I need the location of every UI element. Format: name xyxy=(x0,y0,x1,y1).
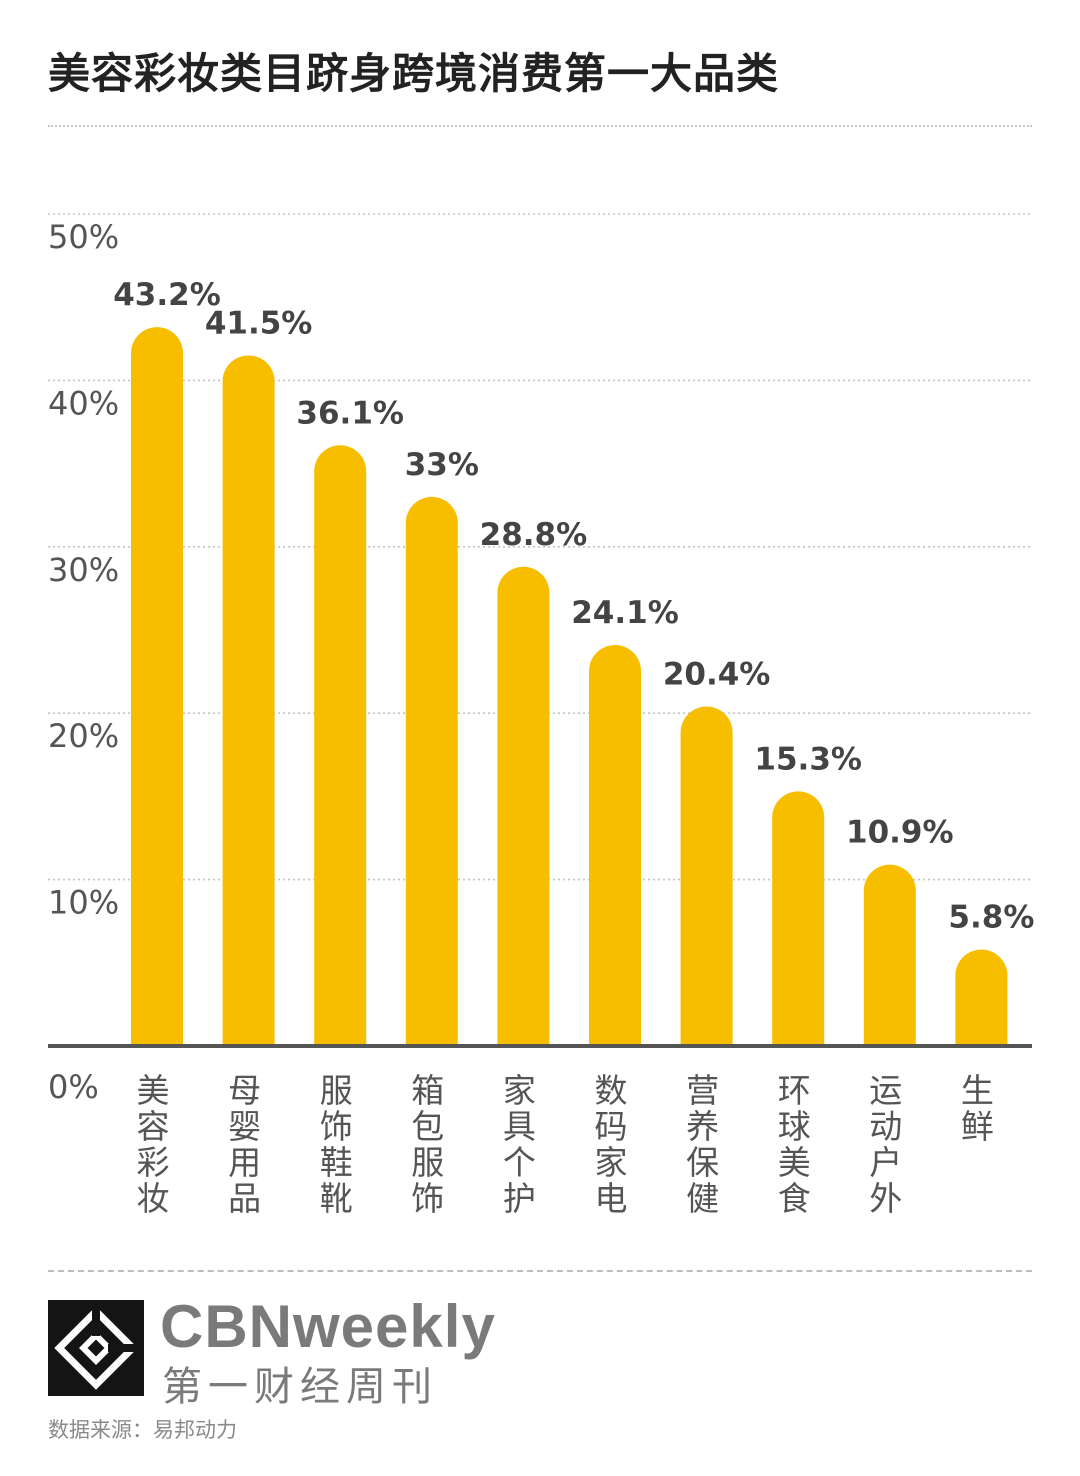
title-divider xyxy=(48,125,1032,127)
bar xyxy=(222,355,275,1046)
x-tick-label: 美容彩妆 xyxy=(137,1071,170,1218)
y-tick-label: 30% xyxy=(48,551,119,589)
bar-chart: 0% 10% 20% 30% 40% 50% 43.2% 美容彩妆 41.5% 母婴用品 36.1%… xyxy=(48,213,1034,1218)
bar xyxy=(497,566,550,1046)
bar xyxy=(405,496,458,1046)
footer-divider xyxy=(48,1270,1032,1272)
data-label: 28.8% xyxy=(480,517,588,553)
data-label: 10.9% xyxy=(846,815,954,851)
data-source: 数据来源：易邦动力 xyxy=(48,1418,237,1442)
x-tick-label: 箱包服饰 xyxy=(411,1071,444,1218)
x-tick-label: 生鲜 xyxy=(961,1071,994,1146)
y-tick-label: 10% xyxy=(48,884,119,922)
data-label: 33% xyxy=(405,447,479,483)
x-tick-label: 服饰鞋靴 xyxy=(320,1071,353,1218)
x-tick-label: 母婴用品 xyxy=(228,1071,261,1218)
bar xyxy=(131,327,183,1046)
bar xyxy=(772,791,825,1046)
data-label: 15.3% xyxy=(754,741,862,777)
x-tick-label: 环球美食 xyxy=(778,1071,811,1218)
bar xyxy=(955,949,1008,1046)
data-label: 41.5% xyxy=(205,305,313,341)
y-tick-label: 50% xyxy=(48,218,119,256)
bar xyxy=(314,445,367,1046)
data-label: 36.1% xyxy=(296,395,404,431)
y-tick-label: 40% xyxy=(48,384,119,422)
bar xyxy=(589,644,641,1046)
chart-title: 美容彩妆类目跻身跨境消费第一大品类 xyxy=(48,49,780,98)
cbn-logo-icon xyxy=(48,1300,144,1396)
x-tick-label: 营养保健 xyxy=(686,1071,719,1218)
data-label: 5.8% xyxy=(948,899,1034,935)
y-tick-label: 0% xyxy=(48,1068,99,1106)
x-tick-label: 运动户外 xyxy=(869,1071,902,1218)
data-label: 24.1% xyxy=(571,595,679,631)
y-tick-label: 20% xyxy=(48,717,119,755)
x-tick-label: 数码家电 xyxy=(595,1071,628,1218)
brand-name-en: CBNweekly xyxy=(160,1293,496,1360)
bar xyxy=(680,706,733,1046)
bar xyxy=(863,864,916,1046)
x-tick-label: 家具个护 xyxy=(503,1071,536,1218)
data-label: 43.2% xyxy=(113,277,221,313)
data-label: 20.4% xyxy=(663,657,771,693)
brand-name-cn: 第一财经周刊 xyxy=(162,1364,438,1410)
